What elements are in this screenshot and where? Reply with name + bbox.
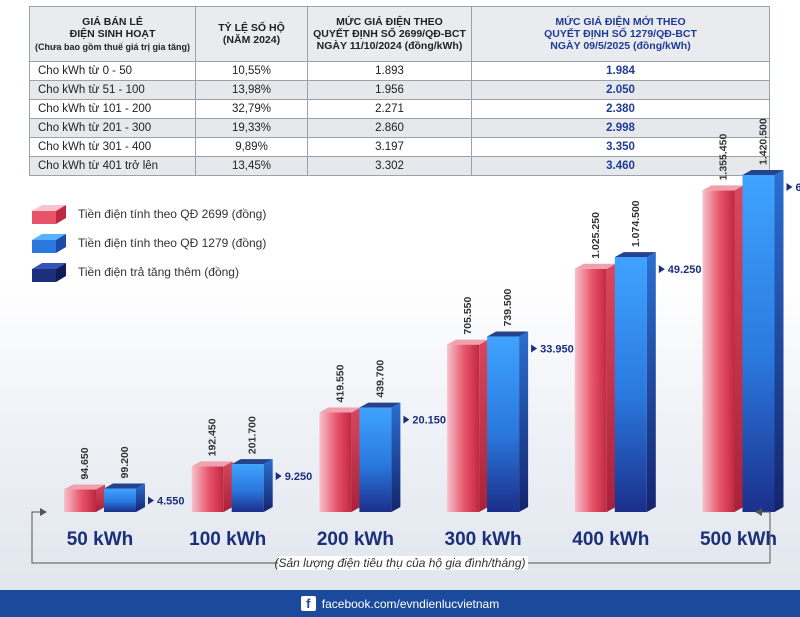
bar-qd2699	[447, 339, 489, 512]
value-label-qd1279: 1.420.500	[758, 118, 770, 165]
tier-cell: Cho kWh từ 301 - 400	[29, 137, 196, 157]
category-label: 50 kWh	[67, 529, 134, 550]
category-label: 500 kWh	[700, 529, 777, 550]
tier-cell: Cho kWh từ 0 - 50	[29, 61, 196, 81]
legend-item: Tiền điện trả tăng thêm (đồng)	[30, 261, 239, 283]
table-row: Cho kWh từ 401 trở lên 13,45% 3.302 3.460	[29, 156, 770, 176]
increase-label: 49.250	[668, 264, 702, 276]
price-table: GIÁ BÁN LẺ ĐIỆN SINH HOẠT (Chưa bao gồm t…	[29, 6, 770, 176]
bar-qd2699	[702, 185, 744, 512]
table-row: Cho kWh từ 101 - 200 32,79% 2.271 2.380	[29, 99, 770, 119]
old-price-cell: 2.271	[307, 99, 472, 119]
category-label: 100 kWh	[189, 529, 266, 550]
legend-item: Tiền điện tính theo QĐ 1279 (đồng)	[30, 232, 266, 254]
tier-cell: Cho kWh từ 401 trở lên	[29, 156, 196, 176]
old-price-cell: 3.197	[307, 137, 472, 157]
legend-label: Tiền điện trả tăng thêm (đồng)	[78, 265, 239, 279]
table-row: Cho kWh từ 51 - 100 13,98% 1.956 2.050	[29, 80, 770, 100]
header-new-price: MỨC GIÁ ĐIỆN MỚI THEO QUYẾT ĐỊNH SỐ 1279…	[471, 6, 770, 62]
value-label-qd2699: 94.650	[79, 447, 91, 479]
old-price-cell: 3.302	[307, 156, 472, 176]
pct-cell: 13,98%	[195, 80, 308, 100]
value-label-qd2699: 1.355.450	[718, 134, 730, 181]
bar-qd1279	[231, 459, 273, 512]
bar-qd1279	[359, 402, 401, 512]
header-household-share: TỶ LỆ SỐ HỘ (NĂM 2024)	[195, 6, 308, 62]
table-header-row: GIÁ BÁN LẺ ĐIỆN SINH HOẠT (Chưa bao gồm t…	[29, 6, 770, 62]
category-label: 200 kWh	[317, 529, 394, 550]
increase-label: 4.550	[157, 495, 185, 507]
tier-cell: Cho kWh từ 51 - 100	[29, 80, 196, 100]
category-label: 300 kWh	[445, 529, 522, 550]
bar-qd2699	[574, 263, 616, 512]
table-row: Cho kWh từ 301 - 400 9,89% 3.197 3.350	[29, 137, 770, 157]
bar-chart: 94.650 99.200 4.550 50 kWh 192.450 201.700 9.2…	[31, 118, 800, 570]
increase-marker: 20.150	[403, 415, 446, 427]
facebook-icon[interactable]: f	[300, 596, 316, 611]
axis-arrow-left	[40, 508, 47, 516]
axis-arrow-right	[755, 508, 762, 516]
value-label-qd2699: 419.550	[334, 364, 346, 402]
blue-box-icon	[32, 234, 66, 253]
pct-cell: 9,89%	[195, 137, 308, 157]
table-row: Cho kWh từ 0 - 50 10,55% 1.893 1.984	[29, 61, 770, 81]
value-label-qd1279: 1.074.500	[630, 200, 642, 247]
increase-marker: 9.250	[275, 471, 313, 483]
bar-qd1279	[742, 170, 784, 512]
value-label-qd1279: 739.500	[502, 288, 514, 326]
tier-cell: Cho kWh từ 101 - 200	[29, 99, 196, 119]
pct-cell: 10,55%	[195, 61, 308, 81]
header-retail-price: GIÁ BÁN LẺ ĐIỆN SINH HOẠT (Chưa bao gồm t…	[29, 6, 196, 62]
legend-label: Tiền điện tính theo QĐ 2699 (đồng)	[78, 207, 267, 221]
tier-cell: Cho kWh từ 201 - 300	[29, 118, 196, 138]
value-label-qd1279: 439.700	[374, 360, 386, 398]
value-label-qd2699: 192.450	[207, 418, 219, 456]
value-label-qd1279: 99.200	[119, 446, 131, 478]
new-price-cell: 1.984	[471, 61, 770, 81]
bar-qd2699	[64, 484, 105, 512]
axis-note-bg	[278, 556, 528, 570]
footer-bar: f facebook.com/evndienlucvietnam	[0, 590, 800, 617]
table-row: Cho kWh từ 201 - 300 19,33% 2.860 2.998	[29, 118, 770, 138]
new-price-cell: 3.460	[471, 156, 770, 176]
bar-qd2699	[191, 461, 233, 512]
increase-label: 20.150	[412, 415, 446, 427]
bar-qd1279	[614, 252, 656, 512]
header-old-price: MỨC GIÁ ĐIỆN THEO QUYẾT ĐỊNH SỐ 2699/QĐ-…	[307, 6, 472, 62]
increase-marker: 4.550	[148, 495, 185, 507]
increase-label: 65.050	[796, 182, 800, 194]
increase-marker: 65.050	[786, 182, 800, 194]
footer-link[interactable]: facebook.com/evndienlucvietnam	[321, 596, 500, 611]
old-price-cell: 2.860	[307, 118, 472, 138]
increase-marker: 49.250	[658, 264, 702, 276]
value-label-qd2699: 705.550	[462, 296, 474, 334]
x-axis-label: (Sản lượng điện tiêu thụ của hộ gia đình…	[274, 556, 525, 570]
red-box-icon	[32, 205, 66, 224]
legend-label: Tiền điện tính theo QĐ 1279 (đồng)	[78, 236, 267, 250]
bar-qd1279	[104, 483, 145, 512]
legend-item: Tiền điện tính theo QĐ 2699 (đồng)	[30, 203, 266, 225]
pct-cell: 13,45%	[195, 156, 308, 176]
value-label-qd1279: 201.700	[247, 416, 259, 454]
new-price-cell: 3.350	[471, 137, 770, 157]
increase-marker: 33.950	[531, 344, 574, 356]
navy-box-icon	[32, 263, 66, 282]
category-label: 400 kWh	[572, 529, 649, 550]
value-label-qd2699: 1.025.250	[590, 212, 602, 259]
increase-label: 9.250	[285, 471, 313, 483]
bar-qd2699	[319, 407, 361, 512]
bar-qd1279	[487, 331, 529, 512]
increase-label: 33.950	[540, 344, 574, 356]
